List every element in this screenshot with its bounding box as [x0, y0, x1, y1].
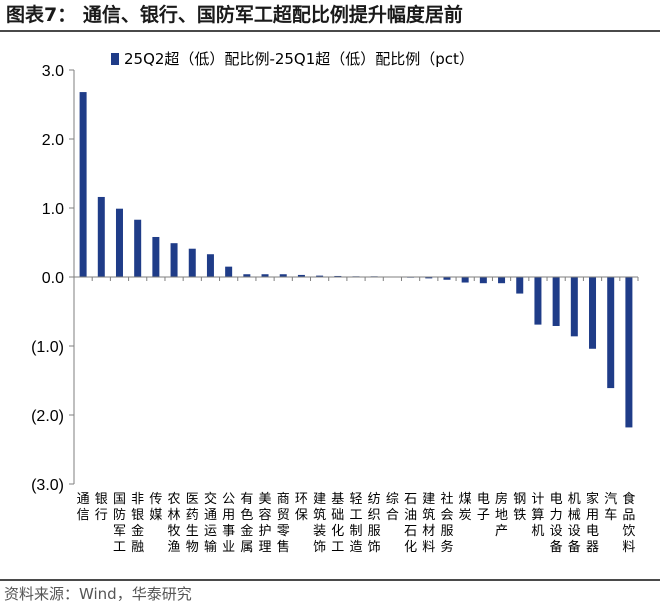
- bar: [297, 274, 305, 277]
- x-tick-label: 传媒: [149, 492, 162, 523]
- x-tick-label: 医药生物: [186, 492, 199, 555]
- x-tick-label: 交通运输: [204, 491, 217, 555]
- bar: [607, 277, 615, 389]
- footer-rule: [0, 579, 660, 581]
- bar: [115, 208, 123, 277]
- y-tick-label: 3.0: [42, 63, 64, 80]
- bar: [552, 277, 560, 326]
- y-tick-label: (2.0): [31, 408, 64, 425]
- y-axis: 3.0 2.0 1.0 0.0 (1.0) (2.0) (3.0): [31, 63, 75, 494]
- bar: [279, 274, 287, 277]
- x-tick-label: 银行: [95, 492, 108, 523]
- bar: [334, 275, 342, 277]
- bar-series: [79, 92, 633, 428]
- y-tick-label: 0.0: [42, 270, 64, 287]
- bar: [316, 275, 324, 277]
- bar: [206, 254, 214, 277]
- y-tick-label: 2.0: [42, 132, 64, 149]
- bar: [243, 274, 251, 277]
- x-tick-label: 有色金属: [240, 492, 253, 555]
- bar: [170, 243, 178, 277]
- x-tick-label: 综合: [386, 492, 399, 523]
- x-tick-label: 轻工制造: [349, 492, 362, 555]
- bar: [570, 277, 578, 337]
- bar: [425, 277, 433, 279]
- x-tick-label: 美容护理: [259, 492, 272, 555]
- bar: [461, 277, 469, 283]
- x-tick-label: 农林牧渔: [168, 492, 181, 555]
- bar: [443, 277, 451, 280]
- x-tick-label: 国防军工: [113, 492, 126, 555]
- bar: [479, 277, 487, 284]
- bar: [261, 274, 269, 277]
- bar: [516, 277, 524, 294]
- y-tick-label: (1.0): [31, 339, 64, 356]
- x-tick-label: 纺织服饰: [368, 492, 381, 555]
- bar: [498, 277, 506, 284]
- bar: [589, 277, 597, 349]
- x-tick-label: 煤炭: [459, 492, 472, 523]
- y-tick-label: 1.0: [42, 201, 64, 218]
- y-tick-label: (3.0): [31, 477, 64, 494]
- bar: [152, 236, 160, 277]
- bar: [188, 248, 196, 277]
- x-tick-label: 钢铁: [513, 492, 526, 523]
- x-axis: 通信银行国防军工非银金融传媒农林牧渔医药生物交通运输公用事业有色金属美容护理商贸…: [73, 276, 639, 555]
- x-tick-label: 商贸零售: [277, 492, 290, 555]
- figure-title: 图表7： 通信、银行、国防军工超配比例提升幅度居前: [6, 4, 463, 26]
- bar: [625, 277, 633, 428]
- x-tick-label: 建筑材料: [422, 492, 435, 555]
- bar: [79, 92, 87, 277]
- x-tick-label: 社会服务: [440, 491, 453, 555]
- x-tick-label: 家用电器: [586, 491, 599, 555]
- x-tick-label: 建筑装饰: [313, 492, 326, 555]
- legend-swatch: [111, 53, 119, 65]
- x-tick-label: 石油石化: [404, 492, 417, 555]
- x-tick-label: 电子: [477, 492, 490, 523]
- bar: [134, 219, 142, 277]
- legend-label: 25Q2超（低）配比例-25Q1超（低）配比例（pct）: [124, 50, 474, 68]
- x-tick-label: 非银金融: [131, 492, 144, 555]
- x-tick-label: 电力设备: [550, 492, 563, 555]
- bar: [225, 266, 233, 277]
- bar: [97, 196, 105, 277]
- x-tick-label: 机械设备: [568, 492, 581, 555]
- chart-legend: 25Q2超（低）配比例-25Q1超（低）配比例（pct）: [111, 50, 474, 68]
- x-tick-label: 公用事业: [222, 492, 235, 555]
- bar: [534, 277, 542, 325]
- x-tick-label: 环保: [295, 492, 308, 523]
- x-tick-label: 房地产: [495, 491, 508, 539]
- x-tick-label: 通信: [77, 492, 90, 523]
- x-tick-label: 汽车: [604, 492, 617, 523]
- title-rule: [0, 30, 660, 32]
- source-note: 资料来源：Wind，华泰研究: [4, 585, 192, 603]
- x-tick-label: 食品饮料: [622, 491, 635, 555]
- x-tick-label: 计算机: [531, 492, 544, 539]
- x-tick-label: 基础化工: [331, 492, 344, 555]
